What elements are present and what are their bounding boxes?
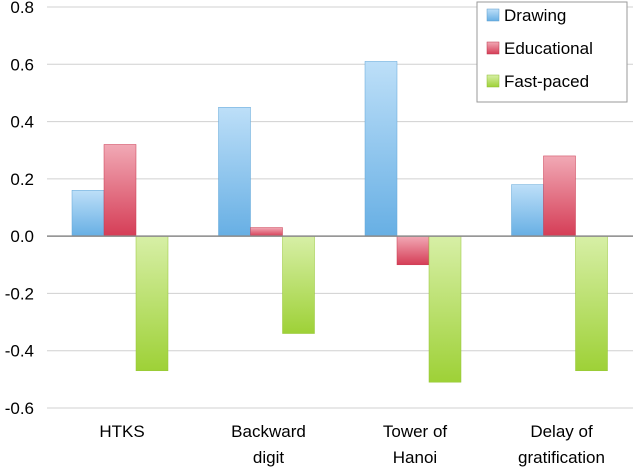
bar-fast-paced [575, 235, 608, 372]
bar-educational [103, 144, 137, 237]
legend-label: Drawing [504, 6, 566, 25]
x-category-label: Tower of [383, 422, 448, 441]
x-axis-category-labels: HTKS Backward digit Tower of Hanoi Delay of gr… [99, 422, 605, 467]
legend-swatch [486, 8, 500, 22]
bars [71, 61, 608, 383]
legend-box [476, 1, 628, 103]
bar-educational [250, 227, 283, 237]
bar-fast-paced [282, 235, 315, 334]
x-category-label: Hanoi [393, 448, 437, 467]
y-tick-label: 0.2 [10, 170, 34, 189]
bar-drawing [71, 190, 105, 237]
x-category-label: HTKS [99, 422, 144, 441]
x-category-label: Delay of [530, 422, 593, 441]
bar-educational [543, 155, 576, 237]
legend-label: Educational [504, 39, 593, 58]
bar-fast-paced [428, 235, 462, 383]
bar-fast-paced [135, 235, 169, 372]
legend-swatch [486, 41, 500, 55]
legend: Drawing Educational Fast-paced [476, 1, 628, 103]
y-axis-tick-labels: 0.8 0.6 0.4 0.2 0.0 -0.2 -0.4 -0.6 [5, 0, 34, 418]
legend-label: Fast-paced [504, 72, 589, 91]
y-tick-label: 0.0 [10, 227, 34, 246]
y-tick-label: 0.8 [10, 0, 34, 17]
bar-educational [396, 235, 430, 266]
y-tick-label: -0.6 [5, 399, 34, 418]
y-tick-label: 0.4 [10, 113, 34, 132]
bar-drawing [511, 184, 544, 237]
x-category-label: digit [253, 448, 284, 467]
x-category-label: Backward [231, 422, 306, 441]
x-category-label: gratification [518, 448, 605, 467]
bar-drawing [364, 61, 398, 237]
y-tick-label: -0.4 [5, 342, 34, 361]
legend-swatch [486, 74, 500, 88]
y-tick-label: -0.2 [5, 284, 34, 303]
y-tick-label: 0.6 [10, 55, 34, 74]
bar-drawing [218, 107, 251, 237]
